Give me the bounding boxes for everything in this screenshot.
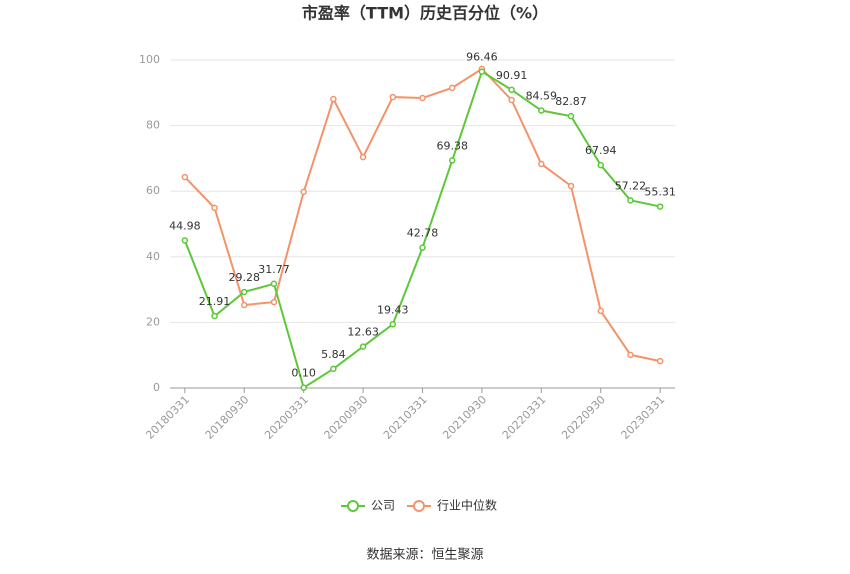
x-tick-label: 20200930 xyxy=(322,393,371,442)
data-label: 0.10 xyxy=(291,367,316,380)
data-label: 96.46 xyxy=(466,51,498,64)
point xyxy=(478,68,486,75)
data-label: 5.84 xyxy=(321,348,346,361)
point xyxy=(300,384,307,391)
chart-title: 市盈率（TTM）历史百分位（%） xyxy=(302,4,548,23)
x-tick-label: 20200331 xyxy=(262,393,311,442)
x-tick-label: 20180331 xyxy=(143,393,192,442)
data-label: 21.91 xyxy=(199,295,231,308)
point xyxy=(419,244,426,251)
point xyxy=(211,312,218,320)
point xyxy=(656,357,664,365)
point xyxy=(330,95,337,103)
y-tick-label: 100 xyxy=(139,53,160,66)
y-tick-label: 0 xyxy=(153,381,160,394)
data-label: 90.91 xyxy=(496,69,528,82)
data-label: 55.31 xyxy=(644,186,676,199)
point xyxy=(330,365,337,373)
point xyxy=(241,288,248,296)
data-label: 67.94 xyxy=(585,144,617,157)
point xyxy=(508,86,515,94)
x-tick-label: 20210331 xyxy=(381,393,430,442)
data-label: 29.28 xyxy=(229,271,261,284)
legend-label: 公司 xyxy=(371,499,395,513)
point xyxy=(448,84,456,92)
point xyxy=(627,351,634,359)
point xyxy=(389,93,397,101)
point xyxy=(359,153,367,161)
point xyxy=(241,301,248,309)
point xyxy=(567,112,575,120)
point xyxy=(270,298,278,306)
y-tick-label: 40 xyxy=(146,250,160,263)
point xyxy=(567,182,575,190)
x-tick-label: 20220331 xyxy=(500,393,549,442)
x-tick-label: 20220930 xyxy=(559,393,608,442)
data-label: 82.87 xyxy=(555,95,587,108)
x-tick-label: 20230331 xyxy=(619,393,668,442)
y-tick-label: 60 xyxy=(146,184,160,197)
point xyxy=(359,343,367,350)
data-label: 42.78 xyxy=(407,227,439,240)
point xyxy=(508,96,515,104)
series-line xyxy=(184,67,661,363)
point xyxy=(538,160,545,168)
legend-label: 行业中位数 xyxy=(437,498,497,513)
point xyxy=(597,161,604,169)
point xyxy=(300,188,307,196)
point xyxy=(181,237,189,244)
point xyxy=(181,173,189,181)
y-tick-label: 80 xyxy=(146,119,160,132)
point xyxy=(597,307,604,315)
data-label: 57.22 xyxy=(615,179,647,192)
source: 数据来源：恒生聚源 xyxy=(366,548,483,563)
x-tick-label: 20180930 xyxy=(203,393,252,442)
point xyxy=(270,280,278,288)
y-tick-label: 20 xyxy=(146,315,160,328)
legend-marker xyxy=(413,500,425,512)
data-label: 19.43 xyxy=(377,303,409,316)
data-label: 69.38 xyxy=(436,139,468,152)
point xyxy=(211,204,218,212)
point xyxy=(627,197,634,204)
x-tick-label: 20210930 xyxy=(440,393,489,442)
point xyxy=(389,321,397,328)
data-label: 44.98 xyxy=(169,219,201,232)
data-label: 31.77 xyxy=(258,263,290,276)
point xyxy=(448,157,456,164)
legend-marker xyxy=(347,500,359,512)
point xyxy=(419,94,426,102)
data-label: 12.63 xyxy=(347,326,379,339)
point xyxy=(538,107,545,114)
data-label: 84.59 xyxy=(526,90,558,103)
point xyxy=(656,203,664,210)
